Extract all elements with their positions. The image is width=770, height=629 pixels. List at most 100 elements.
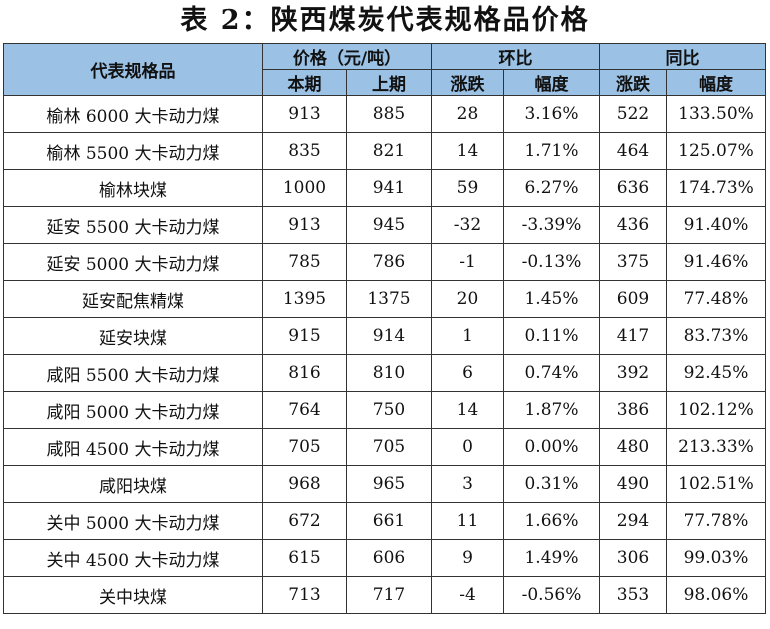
row-mom-change: -32 — [431, 206, 504, 244]
coal-price-table: 代表规格品 价格（元/吨） 环比 同比 本期 上期 涨跌 幅度 涨跌 幅度 榆林… — [3, 43, 766, 614]
table-row: 榆林 6000 大卡动力煤 913 885 28 3.16% 522 133.50% — [3, 95, 766, 133]
row-yoy-change: 353 — [599, 576, 667, 614]
row-previous-price: 885 — [346, 95, 432, 133]
row-mom-rate: 0.00% — [503, 428, 600, 466]
row-item-name: 咸阳块煤 — [3, 465, 263, 503]
row-yoy-change: 464 — [599, 132, 667, 170]
row-mom-change: 20 — [431, 280, 504, 318]
header-price: 价格（元/吨） — [262, 43, 432, 70]
row-mom-change: 11 — [431, 502, 504, 540]
table-title: 表 2：陕西煤炭代表规格品价格 — [180, 5, 590, 36]
row-previous-price: 1375 — [346, 280, 432, 318]
header-yoy-change: 涨跌 — [599, 69, 667, 96]
row-yoy-change: 294 — [599, 502, 667, 540]
row-yoy-rate: 133.50% — [666, 95, 766, 133]
row-previous-price: 705 — [346, 428, 432, 466]
row-current-price: 1395 — [262, 280, 347, 318]
row-mom-rate: -3.39% — [503, 206, 600, 244]
row-mom-rate: 3.16% — [503, 95, 600, 133]
row-mom-rate: -0.56% — [503, 576, 600, 614]
row-mom-rate: 0.31% — [503, 465, 600, 503]
row-mom-rate: 1.71% — [503, 132, 600, 170]
row-mom-rate: 1.87% — [503, 391, 600, 429]
row-mom-change: 59 — [431, 169, 504, 207]
table-row: 榆林 5500 大卡动力煤 835 821 14 1.71% 464 125.07% — [3, 132, 766, 170]
row-current-price: 816 — [262, 354, 347, 392]
row-yoy-change: 522 — [599, 95, 667, 133]
header-item: 代表规格品 — [3, 43, 263, 96]
row-yoy-change: 386 — [599, 391, 667, 429]
row-yoy-rate: 98.06% — [666, 576, 766, 614]
row-item-name: 延安块煤 — [3, 317, 263, 355]
row-yoy-rate: 174.73% — [666, 169, 766, 207]
row-yoy-rate: 213.33% — [666, 428, 766, 466]
row-mom-change: 1 — [431, 317, 504, 355]
row-mom-change: 14 — [431, 132, 504, 170]
row-current-price: 915 — [262, 317, 347, 355]
row-yoy-change: 480 — [599, 428, 667, 466]
row-previous-price: 606 — [346, 539, 432, 577]
row-item-name: 榆林 5500 大卡动力煤 — [3, 132, 263, 170]
row-yoy-rate: 91.40% — [666, 206, 766, 244]
table-row: 关中 4500 大卡动力煤 615 606 9 1.49% 306 99.03% — [3, 539, 766, 577]
table-row: 延安块煤 915 914 1 0.11% 417 83.73% — [3, 317, 766, 355]
row-yoy-change: 636 — [599, 169, 667, 207]
row-current-price: 672 — [262, 502, 347, 540]
row-yoy-rate: 102.12% — [666, 391, 766, 429]
row-item-name: 延安 5500 大卡动力煤 — [3, 206, 263, 244]
row-previous-price: 941 — [346, 169, 432, 207]
row-yoy-rate: 83.73% — [666, 317, 766, 355]
row-current-price: 785 — [262, 243, 347, 281]
row-yoy-rate: 92.45% — [666, 354, 766, 392]
row-mom-rate: 1.66% — [503, 502, 600, 540]
table-row: 咸阳块煤 968 965 3 0.31% 490 102.51% — [3, 465, 766, 503]
header-mom: 环比 — [431, 43, 600, 70]
row-item-name: 关中 4500 大卡动力煤 — [3, 539, 263, 577]
row-yoy-rate: 125.07% — [666, 132, 766, 170]
header-yoy-rate: 幅度 — [666, 69, 766, 96]
row-item-name: 榆林块煤 — [3, 169, 263, 207]
row-yoy-change: 490 — [599, 465, 667, 503]
row-mom-change: 28 — [431, 95, 504, 133]
row-mom-change: 0 — [431, 428, 504, 466]
row-mom-change: 6 — [431, 354, 504, 392]
row-mom-change: 14 — [431, 391, 504, 429]
row-yoy-change: 417 — [599, 317, 667, 355]
table-row: 咸阳 5000 大卡动力煤 764 750 14 1.87% 386 102.12% — [3, 391, 766, 429]
row-item-name: 关中块煤 — [3, 576, 263, 614]
table-row: 延安 5000 大卡动力煤 785 786 -1 -0.13% 375 91.46% — [3, 243, 766, 281]
row-yoy-change: 375 — [599, 243, 667, 281]
row-item-name: 咸阳 4500 大卡动力煤 — [3, 428, 263, 466]
row-current-price: 913 — [262, 206, 347, 244]
header-previous: 上期 — [346, 69, 432, 96]
table-row: 咸阳 4500 大卡动力煤 705 705 0 0.00% 480 213.33% — [3, 428, 766, 466]
header-current: 本期 — [262, 69, 347, 96]
row-mom-rate: -0.13% — [503, 243, 600, 281]
row-previous-price: 661 — [346, 502, 432, 540]
row-yoy-rate: 102.51% — [666, 465, 766, 503]
row-item-name: 榆林 6000 大卡动力煤 — [3, 95, 263, 133]
row-previous-price: 810 — [346, 354, 432, 392]
row-previous-price: 750 — [346, 391, 432, 429]
header-mom-change: 涨跌 — [431, 69, 504, 96]
row-yoy-change: 392 — [599, 354, 667, 392]
row-mom-rate: 0.11% — [503, 317, 600, 355]
row-current-price: 835 — [262, 132, 347, 170]
table-body: 榆林 6000 大卡动力煤 913 885 28 3.16% 522 133.50% 榆林 5… — [3, 95, 766, 614]
row-item-name: 关中 5000 大卡动力煤 — [3, 502, 263, 540]
table-row: 延安配焦精煤 1395 1375 20 1.45% 609 77.48% — [3, 280, 766, 318]
table-row: 延安 5500 大卡动力煤 913 945 -32 -3.39% 436 91.40% — [3, 206, 766, 244]
row-mom-rate: 0.74% — [503, 354, 600, 392]
row-yoy-rate: 77.48% — [666, 280, 766, 318]
row-yoy-rate: 91.46% — [666, 243, 766, 281]
row-mom-rate: 1.49% — [503, 539, 600, 577]
row-previous-price: 914 — [346, 317, 432, 355]
row-current-price: 713 — [262, 576, 347, 614]
row-yoy-change: 609 — [599, 280, 667, 318]
row-current-price: 615 — [262, 539, 347, 577]
row-mom-rate: 6.27% — [503, 169, 600, 207]
row-yoy-change: 436 — [599, 206, 667, 244]
table-row: 关中块煤 713 717 -4 -0.56% 353 98.06% — [3, 576, 766, 614]
row-current-price: 968 — [262, 465, 347, 503]
table-row: 榆林块煤 1000 941 59 6.27% 636 174.73% — [3, 169, 766, 207]
